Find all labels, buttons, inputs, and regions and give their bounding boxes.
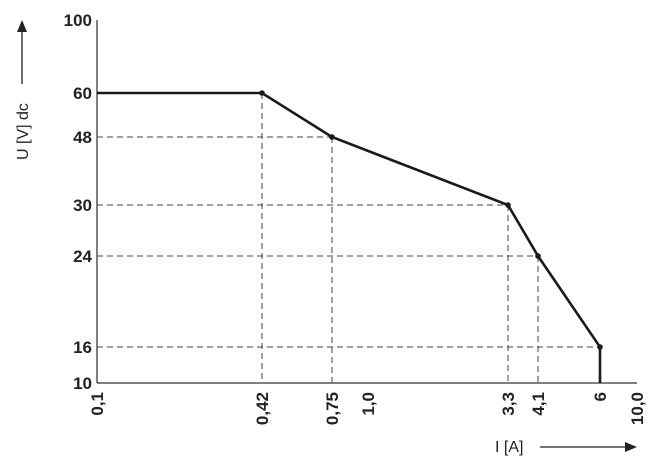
y-tick-label: 10 xyxy=(73,374,92,393)
x-axis-label: I [A] xyxy=(495,439,523,456)
y-tick-label: 48 xyxy=(73,128,92,147)
x-arrow-head-icon xyxy=(625,442,637,452)
x-tick-label: 4,1 xyxy=(529,392,548,416)
series xyxy=(97,90,603,383)
y-tick-label: 60 xyxy=(73,84,92,103)
x-tick-label: 6 xyxy=(591,392,610,401)
x-tick-label: 3,3 xyxy=(499,392,518,416)
y-tick-labels: 10 16 24 30 48 60 100 xyxy=(64,11,93,393)
x-tick-labels: 0,1 0,42 0,75 1,0 3,3 4,1 6 10,0 xyxy=(88,392,647,425)
guide-lines xyxy=(97,92,601,383)
data-point xyxy=(535,253,541,259)
x-tick-label: 1,0 xyxy=(359,392,378,416)
y-tick-label: 16 xyxy=(73,338,92,357)
x-tick-label: 0,75 xyxy=(323,392,342,425)
y-tick-label: 24 xyxy=(73,247,92,266)
data-point xyxy=(329,134,335,140)
y-tick-label: 100 xyxy=(64,11,92,30)
x-tick-label: 0,1 xyxy=(88,392,107,416)
data-point xyxy=(505,202,511,208)
y-tick-label: 30 xyxy=(73,196,92,215)
y-axis-label: U [V] dc xyxy=(15,103,32,160)
data-point xyxy=(597,344,603,350)
x-tick-label: 0,42 xyxy=(253,392,272,425)
y-arrow-head-icon xyxy=(17,20,27,32)
data-point xyxy=(259,90,265,96)
x-tick-label: 10,0 xyxy=(628,392,647,425)
